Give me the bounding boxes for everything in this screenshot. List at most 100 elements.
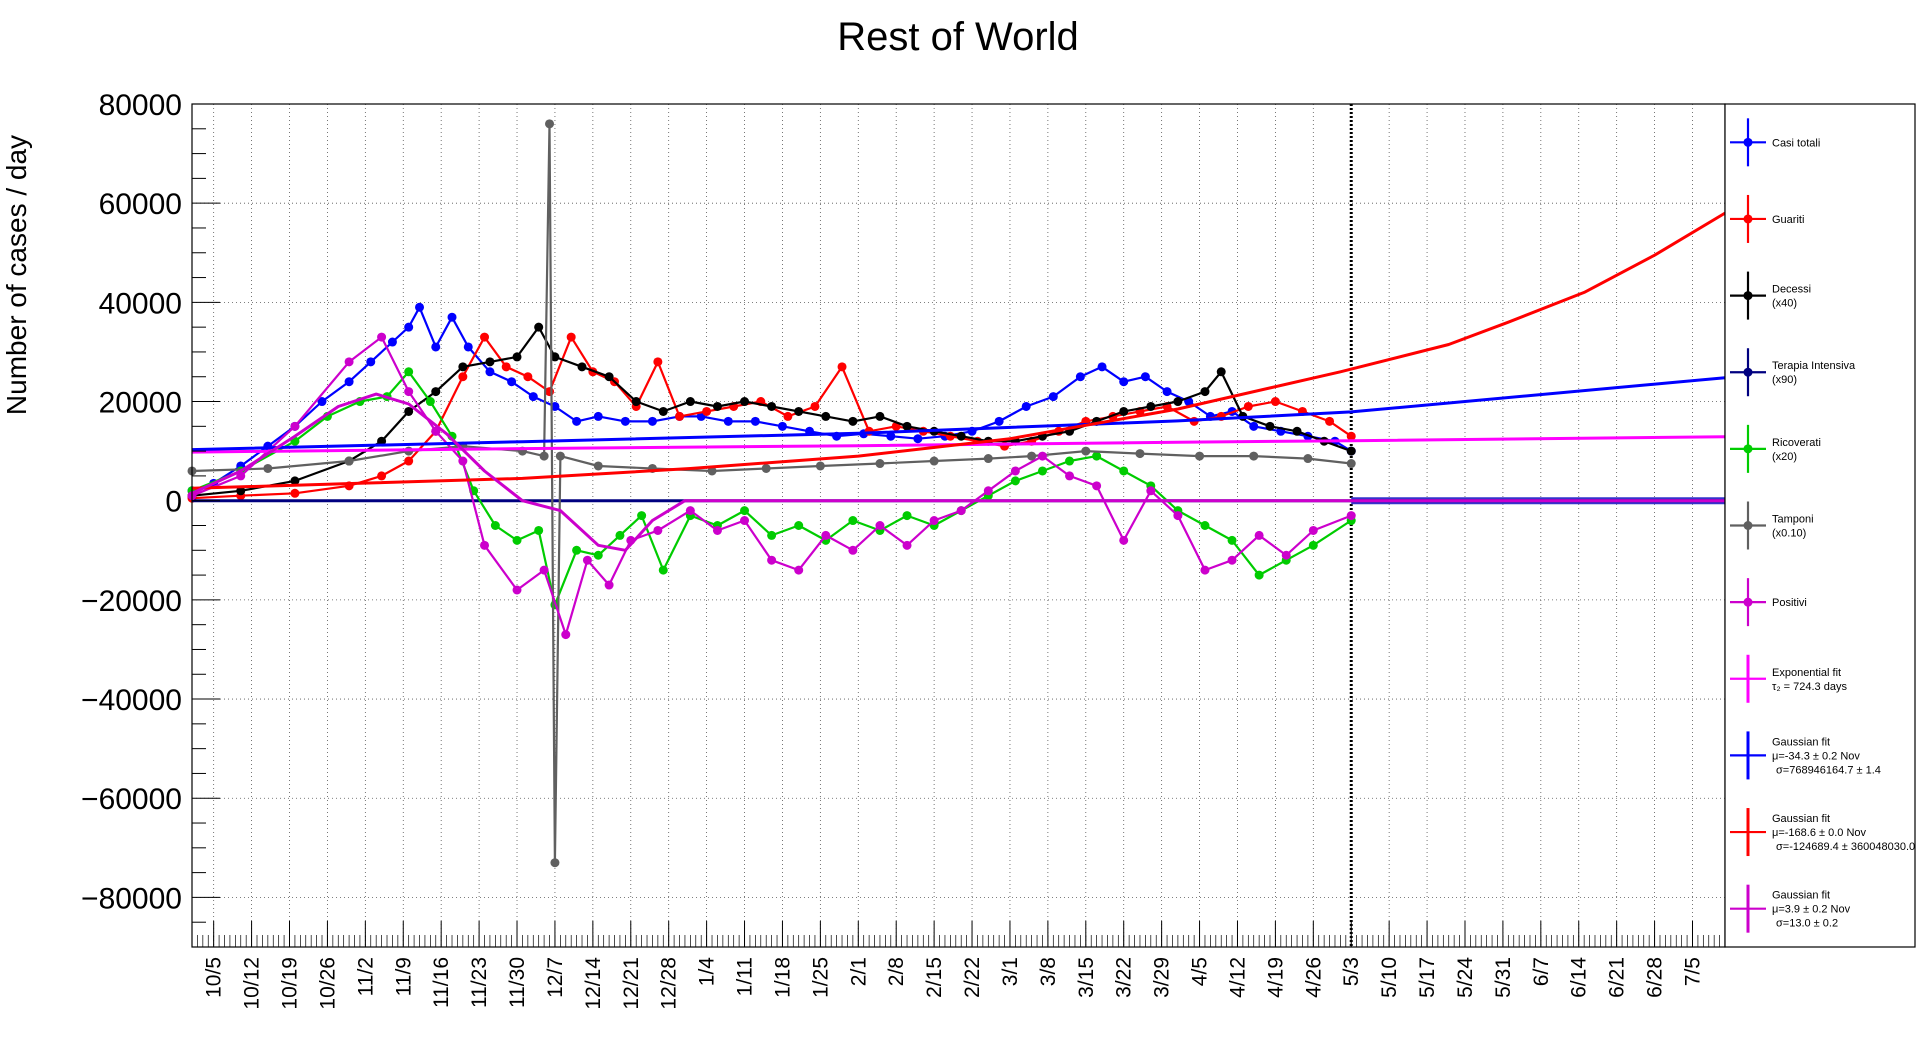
data-point <box>604 372 614 382</box>
legend-entry-sublabel: σ=768946164.7 ± 1.4 <box>1776 764 1881 776</box>
y-tick-label: −40000 <box>81 684 182 717</box>
data-point <box>1346 431 1356 441</box>
data-point <box>740 516 750 526</box>
data-point <box>1254 570 1264 580</box>
data-point <box>344 357 354 367</box>
x-tick-label: 2/15 <box>923 957 946 998</box>
data-point <box>458 372 468 382</box>
data-point <box>1249 451 1259 461</box>
series-line-ricoverati <box>191 370 1352 606</box>
data-point <box>344 377 354 387</box>
data-point <box>1092 451 1102 461</box>
series-line-gaussian-fit <box>191 376 1726 452</box>
data-point <box>1308 540 1318 550</box>
data-point <box>507 377 517 387</box>
x-tick-label: 6/14 <box>1568 957 1591 998</box>
legend-symbol-marker <box>1743 291 1753 301</box>
data-point <box>1119 377 1129 387</box>
legend-entry-sublabel: σ=-124689.4 ± 360048030.0 <box>1776 841 1915 853</box>
axis-layer: 80000 60000 40000 20000 0 −20000 −40000 −60000 −… <box>81 89 1726 1010</box>
chart-title: Rest of World <box>837 15 1079 59</box>
data-point <box>902 540 912 550</box>
data-point <box>1037 451 1047 461</box>
data-point <box>415 302 425 312</box>
data-point <box>572 416 582 426</box>
data-point <box>750 416 760 426</box>
legend-symbol-marker <box>1743 367 1753 377</box>
legend-symbol-marker <box>1743 521 1753 530</box>
data-point <box>1010 466 1020 476</box>
data-point <box>1249 421 1259 431</box>
data-point <box>404 367 414 377</box>
data-point <box>658 406 668 416</box>
data-point <box>1027 451 1037 461</box>
data-point <box>1227 535 1237 545</box>
grid-layer <box>192 103 1725 947</box>
x-tick-label: 4/5 <box>1189 957 1212 986</box>
data-point <box>1140 372 1150 382</box>
x-tick-label: 6/21 <box>1606 957 1629 998</box>
data-point <box>512 535 522 545</box>
data-point <box>1200 387 1210 397</box>
data-point <box>994 416 1004 426</box>
data-point <box>702 406 712 416</box>
data-point <box>290 476 300 486</box>
data-point <box>1308 525 1318 535</box>
y-tick-label: −20000 <box>81 585 182 618</box>
data-point <box>902 511 912 521</box>
data-point <box>1200 565 1210 575</box>
x-tick-label: 10/19 <box>279 957 302 1010</box>
data-point <box>712 525 722 535</box>
data-point <box>377 436 387 446</box>
data-point <box>366 357 376 367</box>
data-point <box>1281 550 1291 560</box>
data-point <box>572 545 582 555</box>
x-tick-label: 4/26 <box>1302 957 1325 998</box>
data-point <box>1162 387 1172 397</box>
data-point <box>1135 449 1145 459</box>
data-point <box>236 486 246 496</box>
data-point <box>458 362 468 372</box>
data-point <box>929 516 939 526</box>
data-point <box>431 426 441 436</box>
legend-entry-label: Gaussian fit <box>1772 736 1830 748</box>
data-point <box>582 555 592 565</box>
data-point <box>344 456 354 466</box>
data-point <box>539 451 549 461</box>
data-point <box>1254 530 1264 540</box>
data-point <box>620 416 630 426</box>
data-point <box>815 461 825 471</box>
data-point <box>447 312 457 322</box>
x-tick-label: 11/9 <box>392 957 415 996</box>
y-tick-label: 40000 <box>99 287 182 320</box>
data-point <box>1146 401 1156 411</box>
legend-entry-sublabel: (x90) <box>1772 374 1797 386</box>
data-point <box>956 506 966 516</box>
x-tick-label: 11/2 <box>354 957 377 996</box>
data-point <box>875 459 885 469</box>
data-point <box>317 397 327 407</box>
x-tick-label: 5/24 <box>1454 957 1477 998</box>
data-point <box>566 332 576 342</box>
data-point <box>875 521 885 530</box>
data-point <box>631 397 641 407</box>
data-point <box>1146 486 1156 496</box>
data-point <box>550 352 560 362</box>
series-line-gaussian-fit <box>191 211 1726 490</box>
x-tick-label: 10/26 <box>316 957 339 1010</box>
legend-entry-sublabel: μ=-34.3 ± 0.2 Nov <box>1772 750 1860 762</box>
data-point <box>794 521 804 530</box>
y-axis-label: Number of cases / day <box>1 135 32 415</box>
series-line-gaussian-fit <box>191 392 1725 552</box>
data-point <box>404 322 414 332</box>
legend-entry-label: Guariti <box>1772 214 1804 226</box>
data-point <box>550 401 560 411</box>
data-point <box>404 456 414 466</box>
data-point <box>1119 466 1129 476</box>
legend-entry-sublabel: (x40) <box>1772 298 1797 310</box>
data-point <box>1092 481 1102 491</box>
data-point <box>653 357 663 367</box>
x-tick-label: 10/12 <box>241 957 264 1010</box>
x-tick-label: 2/1 <box>847 957 870 986</box>
data-point <box>290 488 300 498</box>
